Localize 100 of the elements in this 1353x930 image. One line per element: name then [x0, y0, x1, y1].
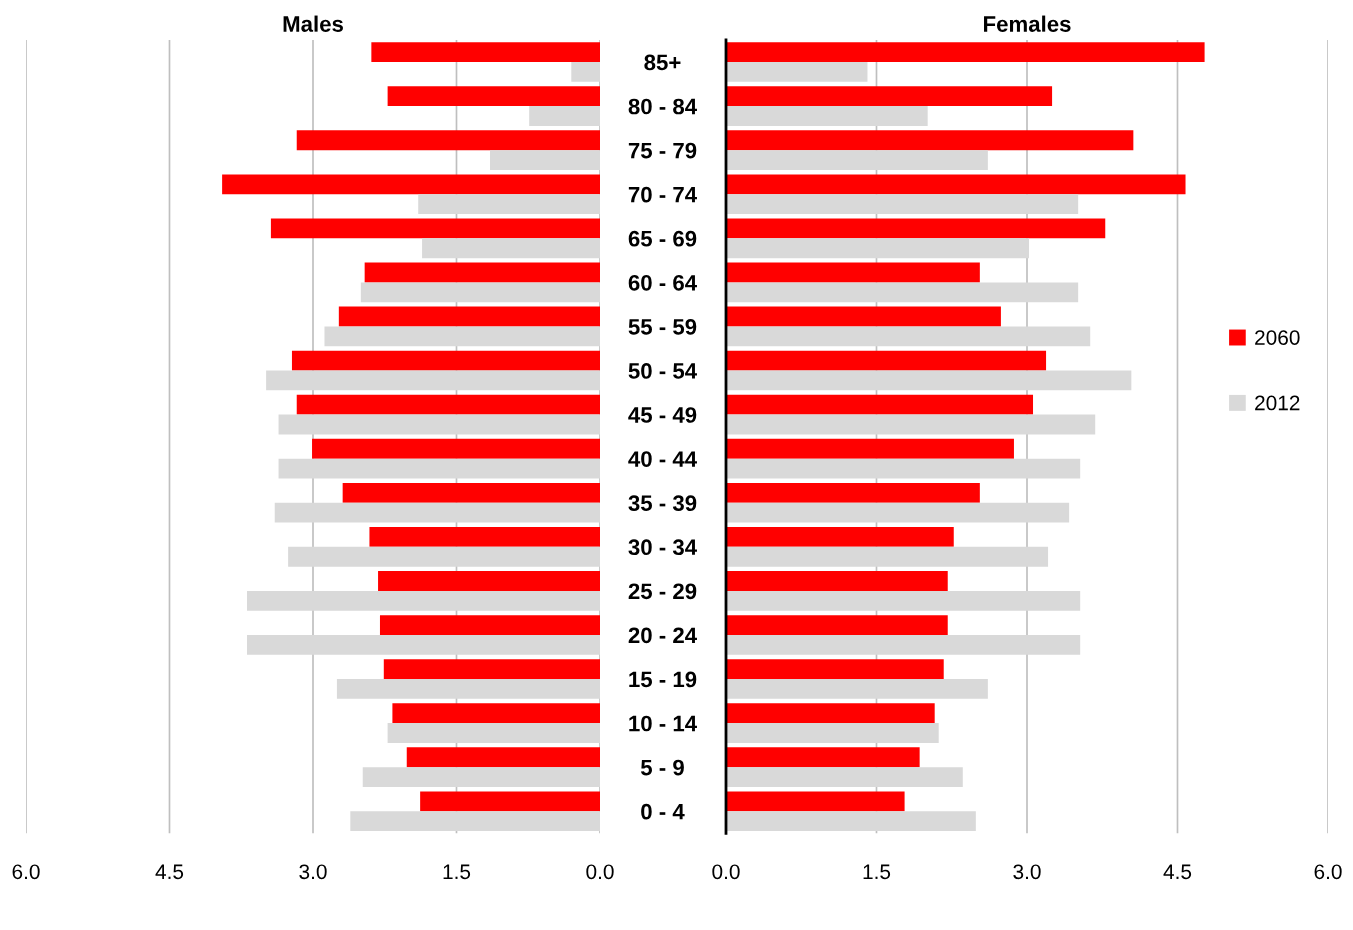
bar	[726, 86, 1053, 107]
bar	[378, 571, 600, 591]
bar	[726, 262, 980, 283]
bar	[726, 723, 939, 743]
y-tick-label: 80 - 84	[628, 98, 697, 115]
y-tick-label: 40 - 44	[628, 451, 697, 467]
bar	[726, 350, 1047, 371]
bar	[726, 458, 1081, 479]
bar	[278, 458, 600, 479]
bar	[222, 174, 600, 195]
bar	[726, 791, 905, 812]
bar	[529, 106, 600, 126]
bar	[726, 282, 1079, 303]
legend-label: 2060	[1255, 330, 1300, 345]
y-tick-label: 50 - 54	[628, 363, 697, 379]
bar	[726, 438, 1014, 459]
bar	[350, 811, 600, 832]
x-tick-label: 3.0	[299, 864, 327, 880]
bar	[726, 747, 920, 768]
bar	[726, 590, 1081, 611]
bar	[726, 811, 976, 832]
bar	[726, 767, 963, 787]
y-tick-label: 15 - 19	[629, 671, 697, 688]
bar	[364, 262, 600, 283]
x-tick-label: 6.0	[1314, 864, 1342, 880]
bar	[246, 634, 600, 655]
bar	[726, 150, 988, 170]
bar	[296, 394, 600, 415]
bar	[571, 62, 600, 82]
bar	[371, 42, 600, 63]
y-tick-label: 25 - 29	[628, 583, 697, 600]
y-tick-label: 70 - 74	[628, 186, 697, 203]
y-tick-label: 45 - 49	[628, 407, 697, 423]
bar	[726, 106, 928, 126]
y-tick-label: 20 - 24	[628, 627, 697, 644]
x-tick-label: 0.0	[712, 864, 740, 880]
legend-label: 2012	[1255, 395, 1300, 411]
y-tick-label: 65 - 69	[628, 230, 697, 247]
bar	[726, 238, 1030, 259]
bar	[726, 659, 944, 680]
bar	[387, 723, 600, 743]
bar	[489, 150, 600, 170]
bar	[383, 659, 600, 680]
bar	[726, 546, 1049, 567]
bar	[726, 306, 1001, 327]
bar	[342, 482, 600, 503]
bar	[726, 62, 868, 82]
x-tick-label: 4.5	[155, 864, 184, 880]
bar	[726, 394, 1034, 415]
bar	[726, 130, 1134, 151]
bar	[296, 130, 600, 151]
bar	[726, 615, 948, 635]
bar	[338, 306, 600, 327]
bar	[726, 42, 1205, 63]
y-tick-label: 85+	[644, 54, 681, 71]
bar	[270, 218, 600, 239]
x-tick-label: 3.0	[1013, 864, 1041, 880]
bar	[726, 571, 948, 591]
bar	[726, 634, 1081, 655]
bar	[422, 238, 600, 259]
bar	[288, 546, 600, 567]
bar	[420, 791, 600, 812]
bar	[726, 502, 1070, 523]
bar	[246, 590, 600, 611]
y-tick-label: 60 - 64	[628, 274, 697, 291]
y-tick-label: 5 - 9	[640, 759, 684, 776]
bar	[312, 438, 600, 459]
bar	[726, 679, 988, 699]
bar	[726, 703, 935, 724]
bar	[360, 282, 600, 303]
bar	[291, 350, 600, 371]
bar	[406, 747, 600, 768]
bar	[726, 482, 980, 503]
y-tick-label: 55 - 59	[628, 318, 697, 335]
bar	[274, 502, 600, 523]
y-tick-label: 0 - 4	[641, 803, 685, 820]
bar	[726, 414, 1096, 435]
chart-title: Males	[283, 15, 343, 32]
x-tick-label: 4.5	[1163, 864, 1192, 880]
bar	[379, 615, 600, 635]
bar	[278, 414, 600, 435]
bar	[336, 679, 600, 699]
bar	[726, 526, 954, 547]
bar	[726, 218, 1106, 239]
y-tick-label: 75 - 79	[628, 142, 697, 159]
y-tick-label: 10 - 14	[629, 715, 697, 732]
bar	[369, 526, 600, 547]
y-tick-label: 35 - 39	[628, 495, 697, 512]
x-tick-label: 6.0	[12, 864, 40, 880]
bar	[362, 767, 600, 787]
bar	[266, 370, 600, 391]
y-tick-label: 30 - 34	[628, 539, 697, 556]
bar	[387, 86, 600, 107]
x-tick-label: 0.0	[586, 864, 614, 880]
chart-title: Females	[984, 15, 1071, 32]
bar	[726, 174, 1186, 195]
bar	[324, 326, 600, 347]
bar	[726, 370, 1132, 391]
bar	[418, 194, 600, 215]
bar	[726, 194, 1079, 215]
